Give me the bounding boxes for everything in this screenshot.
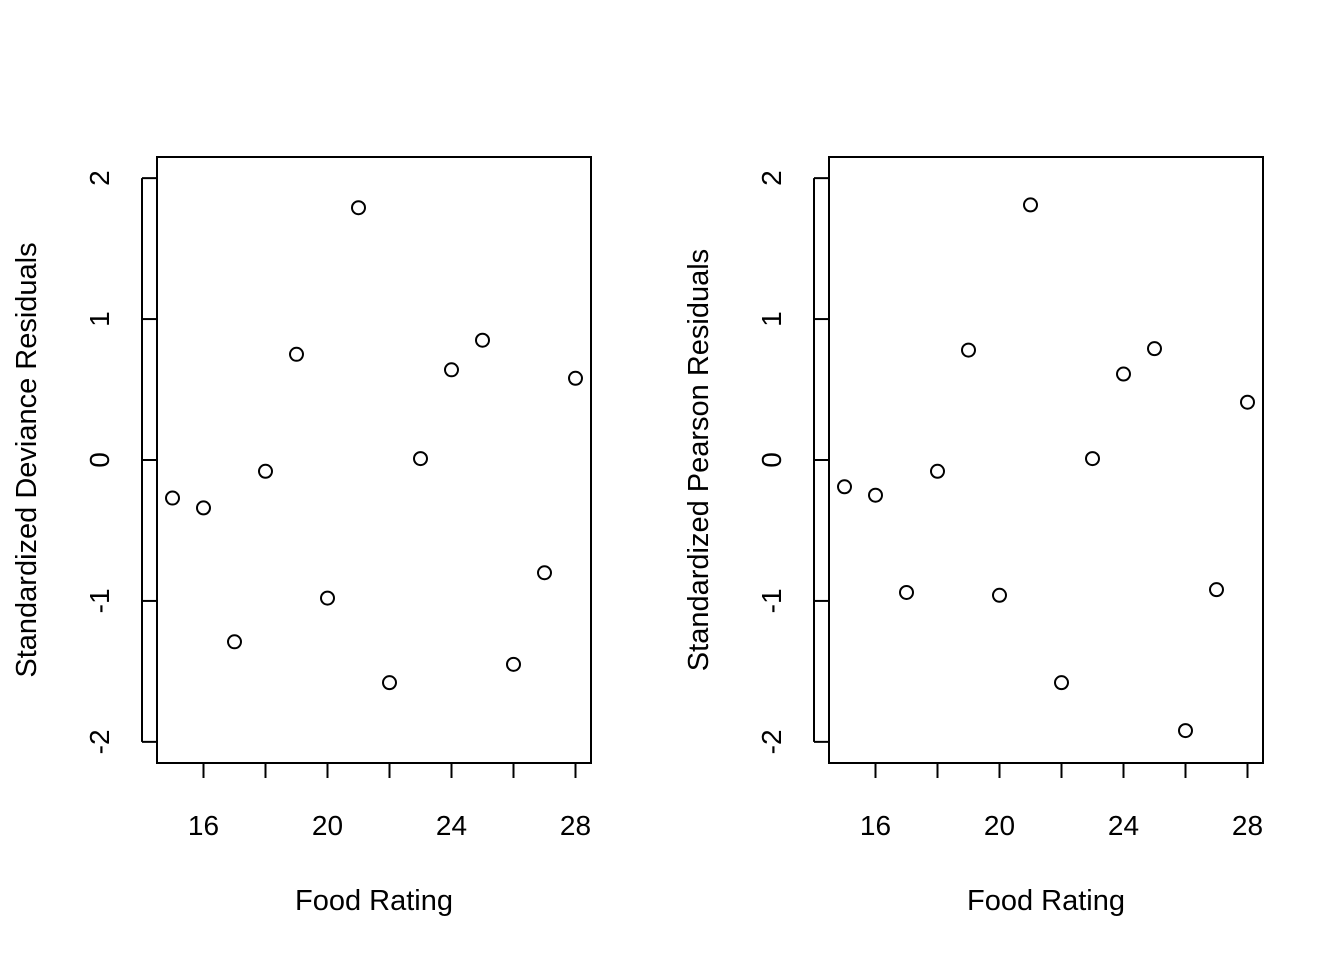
x-tick-label: 20 (312, 810, 343, 841)
data-point (165, 490, 180, 506)
data-point (320, 590, 335, 606)
data-point (227, 634, 242, 650)
panel-deviance-residuals: 16 20 24 28 -2 -1 0 1 2 Food Rating Standardize… (11, 156, 592, 917)
y-tick-label: 0 (84, 452, 115, 468)
data-point (382, 675, 397, 691)
panel-pearson-residuals: 16 20 24 28 -2 -1 0 1 2 Food Rating Standardize… (683, 156, 1264, 917)
data-point (289, 346, 304, 362)
data-point (1209, 582, 1224, 598)
data-points (165, 200, 583, 691)
x-tick-label: 28 (560, 810, 591, 841)
x-axis: 16 20 24 28 (860, 762, 1263, 841)
data-point (475, 332, 490, 348)
x-tick-label: 16 (188, 810, 219, 841)
y-tick-label: -1 (756, 588, 787, 613)
x-tick-label: 24 (436, 810, 467, 841)
data-point (1085, 451, 1100, 467)
data-point (1023, 197, 1038, 213)
y-tick-label: 1 (84, 311, 115, 327)
x-axis-label: Food Rating (295, 885, 453, 917)
y-axis-label: Standardized Deviance Residuals (11, 242, 43, 677)
x-axis: 16 20 24 28 (188, 762, 591, 841)
data-point (1116, 366, 1131, 382)
x-tick-label: 16 (860, 810, 891, 841)
data-point (1054, 675, 1069, 691)
data-point (930, 463, 945, 479)
data-point (196, 500, 211, 516)
data-points (837, 197, 1255, 739)
y-axis: -2 -1 0 1 2 (84, 170, 157, 754)
y-tick-label: 0 (756, 452, 787, 468)
data-point (992, 587, 1007, 603)
data-point (1147, 341, 1162, 357)
plot-frame (156, 156, 592, 764)
x-tick-label: 24 (1108, 810, 1139, 841)
data-point (537, 565, 552, 581)
y-axis: -2 -1 0 1 2 (756, 170, 829, 754)
y-tick-label: -1 (84, 588, 115, 613)
data-point (506, 656, 521, 672)
x-tick-label: 20 (984, 810, 1015, 841)
data-point (868, 487, 883, 503)
data-point (837, 479, 852, 495)
data-point (1240, 394, 1255, 410)
data-point (444, 362, 459, 378)
y-axis-label: Standardized Pearson Residuals (683, 249, 715, 671)
data-point (899, 584, 914, 600)
data-point (1178, 723, 1193, 739)
y-tick-label: 2 (84, 170, 115, 186)
y-tick-label: -2 (84, 729, 115, 754)
data-point (568, 370, 583, 386)
x-axis-label: Food Rating (967, 885, 1125, 917)
y-tick-label: -2 (756, 729, 787, 754)
data-point (413, 451, 428, 467)
y-tick-label: 1 (756, 311, 787, 327)
plot-frame (828, 156, 1264, 764)
y-tick-label: 2 (756, 170, 787, 186)
data-point (258, 463, 273, 479)
x-tick-label: 28 (1232, 810, 1263, 841)
data-point (961, 342, 976, 358)
data-point (351, 200, 366, 216)
